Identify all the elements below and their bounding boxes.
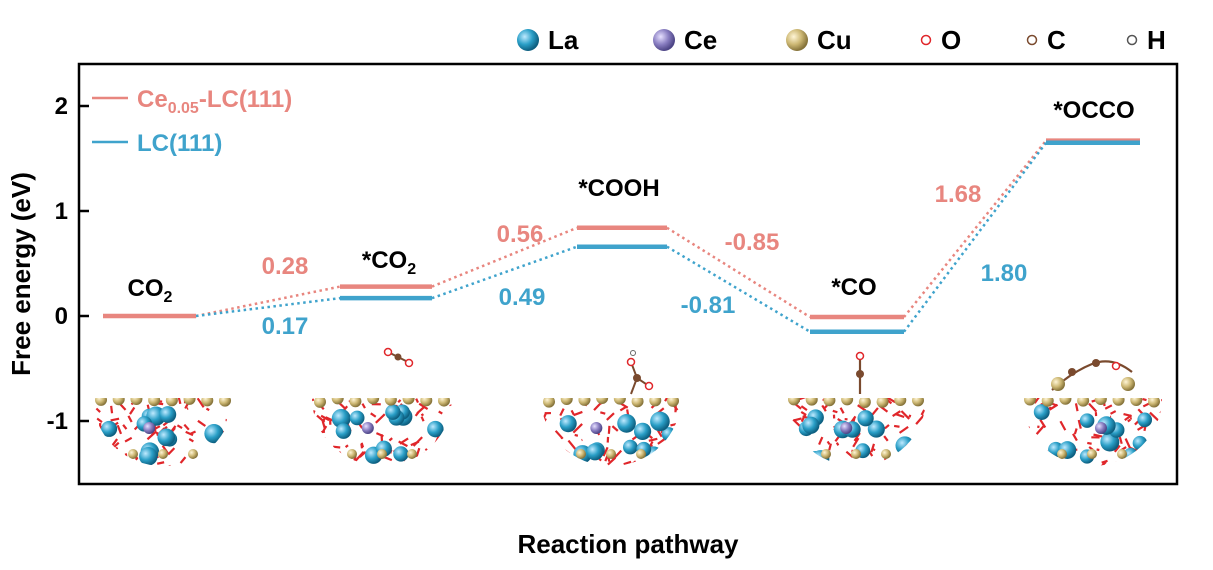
step-value-labels: 0.28 0.56 -0.85 1.68 0.17 0.49 -0.81 1.80 [262,181,1028,340]
step-value-label: 1.80 [981,260,1028,287]
surface-slab-illustration [541,350,681,466]
connector-line [903,141,1047,333]
connector-line [666,226,811,319]
energy-series [103,138,1140,334]
y-tick-label: 0 [55,303,68,330]
atom-o-icon [920,34,932,46]
step-value-label: 0.28 [262,253,309,280]
step-value-label: 1.68 [935,181,982,208]
y-tick-label: 2 [55,93,68,120]
atom-cu-icon [786,29,808,51]
atom-legend-label: O [941,25,961,55]
state-label: *CO2 [362,247,416,278]
state-labels: CO2 *CO2 *COOH *CO *OCCO [128,97,1135,306]
connector-line [431,245,578,300]
y-axis-ticks: 2 1 0 -1 [47,93,89,435]
connector-line [195,285,341,318]
state-label: *COOH [578,175,659,202]
state-label: CO2 [128,275,173,306]
surface-structures [95,347,1162,466]
step-value-label: -0.85 [725,229,780,256]
step-value-label: 0.49 [499,284,546,311]
legend-entry: LC(111) [137,130,222,157]
atom-h-icon [1126,34,1138,46]
step-value-label: 0.56 [497,221,544,248]
step-value-label: 0.17 [262,313,309,340]
series-0 [103,138,1140,320]
atom-la-icon [517,29,539,51]
plot-frame [77,62,1179,486]
state-label: *OCCO [1053,97,1134,124]
series-legend: Ce0.05-LC(111) LC(111) [92,86,292,157]
surface-slab-illustration [1022,359,1162,466]
series-1 [195,140,1140,334]
connector-line [903,139,1047,318]
y-tick-label: 1 [55,198,68,225]
step-value-label: -0.81 [681,292,736,319]
connector-line [195,296,341,318]
connector-line [431,226,578,288]
legend-entry: Ce0.05-LC(111) [137,86,292,117]
surface-slab-illustration [95,398,231,466]
y-axis-label: Free energy (eV) [6,172,36,376]
surface-slab-illustration [312,347,452,466]
atom-legend: La Ce Cu O C H [517,25,1166,55]
atom-legend-label: La [548,25,579,55]
x-axis-label: Reaction pathway [517,529,739,559]
connector-line [666,245,811,333]
atom-legend-label: Cu [817,25,852,55]
atom-legend-label: H [1147,25,1166,55]
atom-c-icon [1026,34,1038,46]
atom-ce-icon [653,29,675,51]
surface-slab-illustration [786,351,926,466]
atom-legend-label: Ce [684,25,717,55]
state-label: *CO [831,274,876,301]
y-tick-label: -1 [47,408,68,435]
atom-legend-label: C [1047,25,1066,55]
